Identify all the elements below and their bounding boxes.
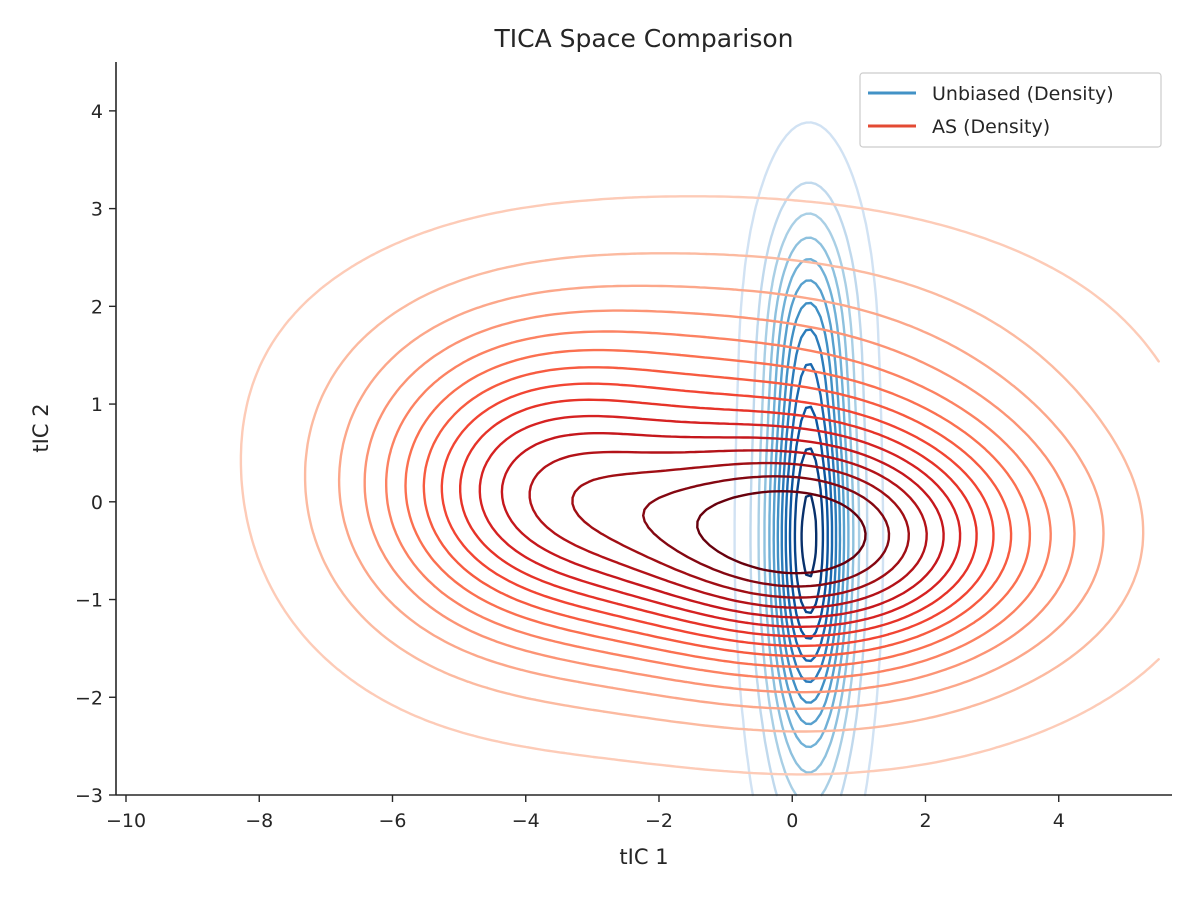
contour-layer xyxy=(239,121,1160,797)
legend-label-as: AS (Density) xyxy=(932,116,1050,138)
contour-line xyxy=(528,449,928,609)
y-tick-label: −2 xyxy=(75,687,103,709)
contour-line xyxy=(303,252,1145,733)
contour-line xyxy=(385,330,1052,680)
x-axis-label: tIC 1 xyxy=(619,845,668,869)
y-tick-label: 3 xyxy=(91,199,103,221)
contour-line xyxy=(440,382,995,648)
contour-line xyxy=(793,447,825,614)
chart-title: TICA Space Comparison xyxy=(494,24,794,53)
contour-line xyxy=(696,490,867,575)
contour-line xyxy=(788,405,829,640)
y-tick-label: 1 xyxy=(91,394,103,416)
y-tick-label: 4 xyxy=(91,101,103,123)
x-tick-label: −10 xyxy=(106,810,146,832)
contour-line xyxy=(500,432,945,619)
x-tick-label: −6 xyxy=(378,810,406,832)
y-tick-label: −1 xyxy=(75,590,103,612)
contour-line xyxy=(459,398,978,638)
contour-line xyxy=(478,414,962,628)
contour-line xyxy=(642,475,891,588)
y-tick-label: 0 xyxy=(91,492,103,514)
x-tick-label: −8 xyxy=(245,810,273,832)
y-tick-label: −3 xyxy=(75,785,103,807)
x-tick-label: 0 xyxy=(786,810,798,832)
contour-line xyxy=(404,348,1032,668)
contour-line xyxy=(800,493,818,578)
legend-label-unbiased: Unbiased (Density) xyxy=(932,83,1114,105)
contour-series-0 xyxy=(733,121,885,797)
x-tick-label: 2 xyxy=(919,810,931,832)
contour-series-1 xyxy=(239,195,1160,776)
x-tick-label: −4 xyxy=(512,810,540,832)
contour-line xyxy=(363,309,1076,694)
contour-line xyxy=(733,121,885,797)
x-tick-label: 4 xyxy=(1053,810,1065,832)
contour-line xyxy=(768,258,850,749)
contour-line xyxy=(337,284,1105,710)
legend: Unbiased (Density) AS (Density) xyxy=(859,72,1162,148)
y-axis-label: tIC 2 xyxy=(29,403,53,452)
legend-frame xyxy=(859,72,1162,148)
contour-line xyxy=(239,195,1160,776)
contour-line xyxy=(571,461,910,599)
x-tick-label: −2 xyxy=(645,810,673,832)
contour-line xyxy=(422,366,1013,658)
y-tick-label: 2 xyxy=(91,296,103,318)
